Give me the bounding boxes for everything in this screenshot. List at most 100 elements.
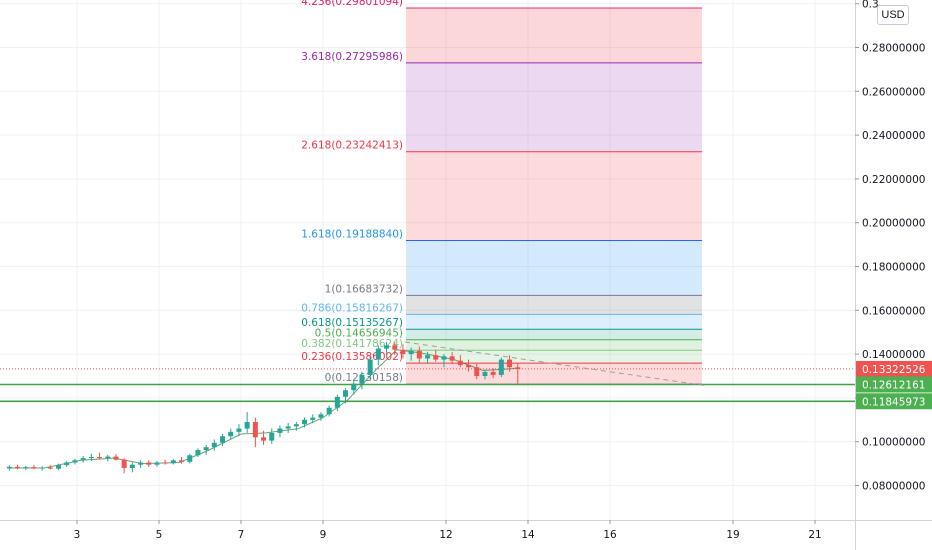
fib-zone <box>406 8 702 63</box>
candle <box>187 453 193 464</box>
candle <box>449 351 455 364</box>
candle-body <box>39 467 45 469</box>
candle-body <box>170 460 176 464</box>
candle <box>6 465 12 471</box>
candle-body <box>203 447 209 451</box>
candle <box>146 460 152 467</box>
candle <box>129 462 135 473</box>
candle-body <box>310 417 316 420</box>
candle-body <box>121 459 127 468</box>
candle <box>375 345 381 366</box>
candle-body <box>154 462 160 465</box>
candle <box>72 458 78 465</box>
candle <box>416 346 422 363</box>
candle-body <box>6 466 12 469</box>
candle-body <box>425 355 431 359</box>
candle-body <box>31 467 37 469</box>
candle-body <box>408 350 414 355</box>
candle <box>105 454 111 462</box>
candle-body <box>384 345 390 349</box>
fib-zone <box>406 314 702 330</box>
candle-body <box>375 348 381 360</box>
candles <box>6 342 521 474</box>
candle-body <box>179 460 185 462</box>
candle-body <box>392 345 398 350</box>
candle-body <box>334 396 340 408</box>
candle-body <box>236 428 242 432</box>
candle-body <box>367 359 373 375</box>
fib-level-label: 0.382(0.14178624) <box>301 338 403 350</box>
fib-zone <box>406 240 702 296</box>
candle <box>113 453 119 461</box>
horizontal-lines[interactable] <box>0 368 855 403</box>
candle-body <box>23 467 29 469</box>
candle-body <box>490 372 496 375</box>
candle-body <box>482 372 488 376</box>
candle <box>195 448 201 458</box>
currency-button[interactable]: USD <box>877 5 909 25</box>
fib-zone <box>406 350 702 364</box>
fib-level-label: 0.5(0.14656945) <box>315 328 403 340</box>
price-marker-value: 0.12612161 <box>862 379 925 391</box>
candle-body <box>416 350 422 359</box>
fib-zone <box>406 363 702 385</box>
candle-body <box>277 428 283 433</box>
candle <box>392 342 398 356</box>
price-tick-label: 0.10000000 <box>862 437 925 449</box>
candle-body <box>351 383 357 391</box>
candle <box>138 460 144 468</box>
candle <box>367 356 373 380</box>
candle <box>351 380 357 395</box>
candle <box>97 452 103 460</box>
fib-extension-tool[interactable]: 4.236(0.29801094) 3.618(0.27295986) 2.618(… <box>301 0 702 385</box>
plot-area[interactable] <box>0 0 855 520</box>
candle <box>56 463 62 471</box>
candle-body <box>56 465 62 469</box>
candle-body <box>15 466 21 468</box>
candle-body <box>138 462 144 465</box>
candle-body <box>359 374 365 384</box>
candle <box>88 453 94 461</box>
time-tick-label: 14 <box>521 529 535 541</box>
candle-body <box>302 419 308 425</box>
trend-line[interactable] <box>404 341 705 386</box>
candle <box>466 359 472 372</box>
candle <box>310 414 316 424</box>
price-marker-value: 0.11845973 <box>862 396 925 408</box>
candle <box>457 355 463 368</box>
fib-zone <box>406 151 702 241</box>
candle <box>154 460 160 467</box>
candle <box>203 444 209 455</box>
price-tick-label: 0.3 <box>862 0 879 11</box>
fib-zone <box>406 329 702 340</box>
time-tick-label: 19 <box>726 529 739 541</box>
candle <box>228 428 234 440</box>
candle-body <box>515 367 521 369</box>
candle <box>515 362 521 385</box>
candle <box>170 459 176 465</box>
candle <box>39 466 45 471</box>
candle <box>64 460 70 467</box>
candle <box>490 368 496 379</box>
candle-body <box>146 462 152 465</box>
candle-body <box>261 437 267 441</box>
candle <box>80 455 86 463</box>
candle-body <box>162 462 168 464</box>
candle-body <box>318 414 324 418</box>
fib-zone <box>406 339 702 351</box>
fib-level-label: 2.618(0.23242413) <box>301 140 403 152</box>
fib-level-label: 0.786(0.15816267) <box>301 302 403 314</box>
candle <box>236 424 242 437</box>
fib-level-label: 4.236(0.29801094) <box>301 0 403 8</box>
time-tick-label: 9 <box>320 529 327 541</box>
price-tick-label: 0.20000000 <box>862 218 925 230</box>
trend-line-segment[interactable] <box>404 341 705 386</box>
candle <box>277 425 283 438</box>
candle-body <box>285 426 291 429</box>
price-tick-label: 0.08000000 <box>862 481 925 493</box>
candle-body <box>293 424 299 427</box>
candle <box>252 417 258 448</box>
